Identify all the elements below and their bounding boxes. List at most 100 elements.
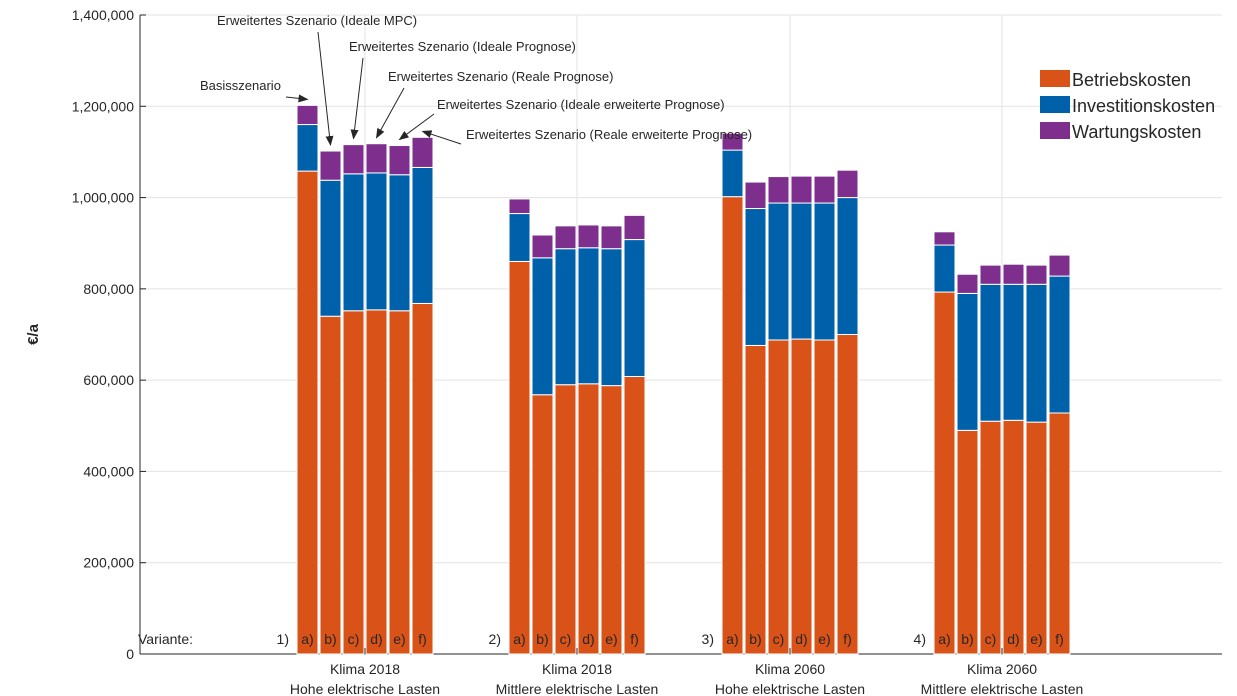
bar-segment-wartungskosten [979,264,1002,285]
bar-segment-wartungskosten [600,225,623,250]
x-category-label: Klima 2060 [755,661,825,677]
y-axis-label: €/a [25,323,42,345]
annotation-layer: Basisszenario Erweitertes Szenario (Ideal… [200,13,752,147]
x-category-sublabel: Mittlere elektrische Lasten [496,681,659,696]
bar-segment-investitionskosten [813,202,836,341]
bar-segment-investitionskosten [744,208,767,346]
bar-segment-investitionskosten [342,173,365,312]
bar-segment-wartungskosten [956,273,979,294]
bar-segment-betriebskosten [933,291,956,655]
annotation-label: Erweitertes Szenario (Reale erweiterte P… [466,127,752,142]
bar-segment-investitionskosten [577,247,600,385]
bar-segment-wartungskosten [577,224,600,249]
annotation-arrow [317,31,334,147]
bar-letter-label: a) [938,631,950,647]
bar-segment-wartungskosten [508,198,531,215]
y-tick-label: 200,000 [83,555,134,571]
bar-segment-investitionskosten [508,213,531,262]
bar-segment-investitionskosten [365,172,388,311]
bar-letter-label: d) [795,631,807,647]
bar-segment-investitionskosten [296,124,319,172]
bar-segment-betriebskosten [790,338,813,655]
bar-segment-wartungskosten [767,176,790,204]
legend: Betriebskosten Investitionskosten Wartungs… [1040,70,1215,142]
annotation-arrow [285,94,309,103]
bar-segment-investitionskosten [933,244,956,293]
labels-layer: 0 200,000 400,000 600,000 800,000 1,000,000 1,… [25,7,1083,696]
bar-segment-investitionskosten [1048,275,1071,414]
bar-segment-betriebskosten [1048,412,1071,655]
bar-letter-label: c) [773,631,785,647]
annotation-label: Basisszenario [200,78,281,93]
bar-segment-betriebskosten [577,383,600,655]
bar-segment-wartungskosten [411,136,434,168]
x-category-label: Klima 2018 [542,661,612,677]
bar-segment-wartungskosten [296,104,319,126]
bar-segment-wartungskosten [1048,254,1071,277]
bar-segment-investitionskosten [767,202,790,341]
bar-segment-investitionskosten [721,149,744,198]
y-tick-label: 1,200,000 [72,98,134,114]
bar-letter-label: c) [348,631,360,647]
bar-letter-label: d) [582,631,594,647]
bar-letter-label: c) [560,631,572,647]
bar-letter-label: f) [630,631,639,647]
bar-segment-betriebskosten [554,384,577,655]
bar-segment-investitionskosten [319,179,342,317]
bar-segment-betriebskosten [979,420,1002,655]
bar-segment-wartungskosten [342,144,365,175]
bar-segment-wartungskosten [531,234,554,259]
bar-letter-label: d) [1007,631,1019,647]
annotation-arrow [350,57,364,140]
bar-segment-investitionskosten [388,174,411,312]
bar-segment-investitionskosten [600,248,623,387]
legend-entry-label: Wartungskosten [1072,122,1201,142]
group-number-label: 3) [702,631,714,647]
bar-segment-wartungskosten [721,132,744,151]
x-category-label: Klima 2018 [330,661,400,677]
bar-letter-label: e) [393,631,405,647]
legend-swatch [1040,122,1070,139]
bar-segment-investitionskosten [956,292,979,431]
bar-segment-betriebskosten [813,339,836,655]
bar-segment-investitionskosten [1025,283,1048,423]
legend-entry-label: Investitionskosten [1072,96,1215,116]
legend-entry-label: Betriebskosten [1072,70,1191,90]
bar-segment-wartungskosten [319,150,342,181]
x-category-sublabel: Hohe elektrische Lasten [290,681,440,696]
bar-segment-investitionskosten [411,166,434,304]
bar-segment-investitionskosten [836,197,859,335]
bar-segment-betriebskosten [388,310,411,655]
bar-segment-wartungskosten [365,143,388,174]
bar-segment-investitionskosten [623,239,646,377]
x-category-sublabel: Hohe elektrische Lasten [715,681,865,696]
bar-letter-label: f) [843,631,852,647]
y-tick-label: 0 [126,646,134,662]
variante-label: Variante: [138,631,193,647]
bar-segment-betriebskosten [744,344,767,655]
legend-swatch [1040,70,1070,87]
bar-segment-betriebskosten [956,429,979,655]
bar-letter-label: b) [961,631,973,647]
annotation-label: Erweitertes Szenario (Ideale MPC) [217,13,417,28]
bar-segment-betriebskosten [767,339,790,655]
y-tick-label: 1,000,000 [72,190,134,206]
bar-segment-wartungskosten [836,169,859,199]
y-tick-label: 400,000 [83,463,134,479]
bar-segment-betriebskosten [531,394,554,655]
group-number-label: 2) [489,631,501,647]
bar-segment-investitionskosten [531,257,554,396]
bar-letter-label: b) [536,631,548,647]
bar-segment-investitionskosten [554,248,577,386]
bar-segment-betriebskosten [600,385,623,655]
y-tick-label: 600,000 [83,372,134,388]
bar-segment-wartungskosten [790,175,813,204]
bar-segment-wartungskosten [388,145,411,176]
bar-letter-label: b) [324,631,336,647]
x-category-label: Klima 2060 [967,661,1037,677]
bar-letter-label: c) [985,631,997,647]
bars-layer [296,104,1071,655]
bar-segment-betriebskosten [296,170,319,655]
annotation-label: Erweitertes Szenario (Reale Prognose) [388,69,613,84]
